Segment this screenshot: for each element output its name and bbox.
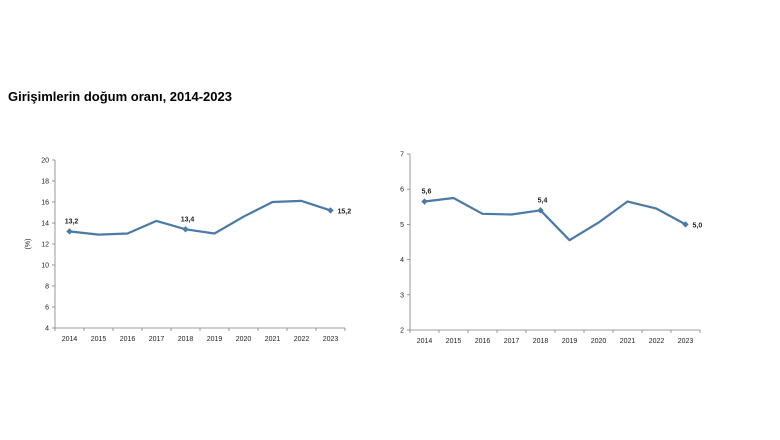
- y-axis-label: (%): [25, 239, 32, 250]
- series-line: [68, 199, 332, 236]
- series-line: [423, 196, 687, 242]
- x-tick-label: 2018: [533, 338, 549, 345]
- y-tick-label: 10: [41, 263, 49, 270]
- data-label: 13,2: [65, 218, 79, 225]
- x-tick-label: 2022: [649, 338, 665, 345]
- y-tick-label: 5: [400, 222, 404, 229]
- y-tick-label: 20: [41, 158, 49, 165]
- x-tick-label: 2023: [323, 336, 339, 343]
- data-point-marker: [327, 207, 334, 214]
- y-tick-label: 3: [400, 292, 404, 299]
- data-point-marker: [682, 221, 689, 228]
- data-point-marker: [537, 207, 544, 214]
- y-tick-label: 6: [400, 187, 404, 194]
- chart-title: Girişimlerin doğum oranı, 2014-2023: [8, 89, 232, 104]
- y-tick-label: 7: [400, 152, 404, 159]
- data-label: 5,0: [693, 222, 703, 229]
- chart-birth-rate: Girişimlerin doğum oranı, 2014-2023 4 6 8 10…: [8, 89, 352, 343]
- x-tick-label: 2020: [236, 336, 252, 343]
- y-tick-label: 12: [41, 242, 49, 249]
- y-tick-label: 2: [400, 328, 404, 335]
- x-tick-label: 2021: [265, 336, 281, 343]
- x-tick-label: 2015: [446, 338, 462, 345]
- x-tick-label: 2019: [207, 336, 223, 343]
- x-tick-label: 2017: [149, 336, 165, 343]
- data-label: 15,2: [338, 208, 352, 215]
- data-point-marker: [182, 226, 189, 233]
- x-tick-label: 2014: [417, 338, 433, 345]
- x-tick-label: 2016: [120, 336, 136, 343]
- y-tick-label: 14: [41, 221, 49, 228]
- x-tick-label: 2017: [504, 338, 520, 345]
- y-tick-label: 16: [41, 200, 49, 207]
- chart-employment-share: Doğan girişimlerin istihdam yaratma payı…: [400, 152, 703, 346]
- y-tick-label: 4: [400, 257, 404, 264]
- x-tick-label: 2016: [475, 338, 491, 345]
- x-tick-label: 2021: [620, 338, 636, 345]
- x-tick-label: 2014: [62, 336, 78, 343]
- data-point-marker: [421, 198, 428, 205]
- x-tick-label: 2022: [294, 336, 310, 343]
- x-tick-label: 2018: [178, 336, 194, 343]
- y-tick-label: 6: [45, 305, 49, 312]
- y-tick-label: 4: [45, 326, 49, 333]
- x-tick-label: 2015: [91, 336, 107, 343]
- x-tick-label: 2023: [678, 338, 694, 345]
- data-point-marker: [66, 228, 73, 235]
- data-label: 13,4: [181, 216, 195, 223]
- data-label: 5,4: [538, 197, 548, 204]
- data-label: 5,6: [422, 189, 432, 196]
- y-tick-label: 18: [41, 179, 49, 186]
- x-tick-label: 2019: [562, 338, 578, 345]
- x-tick-label: 2020: [591, 338, 607, 345]
- y-tick-label: 8: [45, 284, 49, 291]
